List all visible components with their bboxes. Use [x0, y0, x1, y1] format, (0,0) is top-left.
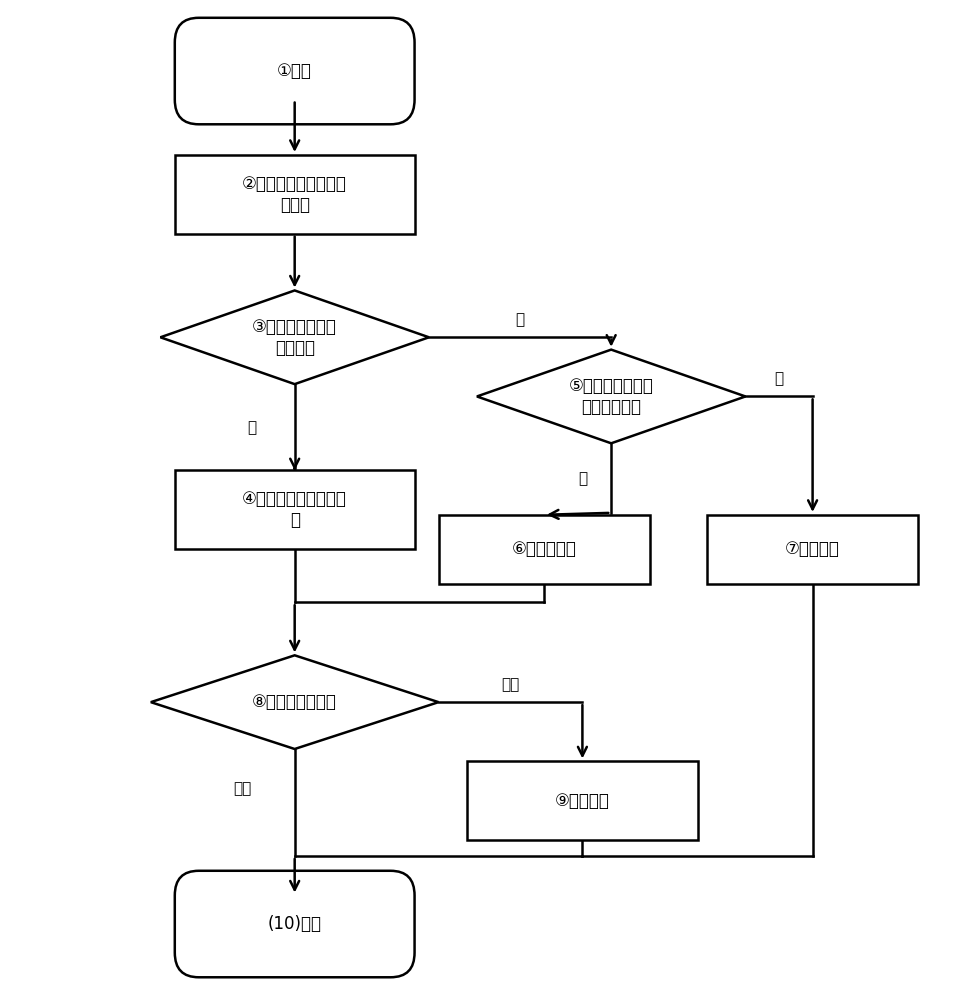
Text: ⑥存入缓冲区: ⑥存入缓冲区 — [512, 540, 576, 558]
Text: (10)结束: (10)结束 — [268, 915, 322, 933]
Text: 否: 否 — [516, 312, 524, 327]
FancyBboxPatch shape — [175, 470, 414, 549]
Text: ③缓冲中是否存在
映射关系: ③缓冲中是否存在 映射关系 — [252, 318, 337, 357]
Text: 成功: 成功 — [233, 781, 251, 796]
Text: ④从缓冲中得到映射关
系: ④从缓冲中得到映射关 系 — [242, 490, 347, 529]
Polygon shape — [161, 290, 429, 384]
FancyBboxPatch shape — [707, 515, 919, 584]
Text: ①开始: ①开始 — [277, 62, 312, 80]
FancyBboxPatch shape — [175, 18, 414, 124]
Text: ②获得业务逻辑类的完
整名称: ②获得业务逻辑类的完 整名称 — [242, 175, 347, 214]
Text: 是: 是 — [247, 420, 256, 435]
Text: ⑦异常处理: ⑦异常处理 — [785, 540, 840, 558]
Text: 否: 否 — [775, 371, 783, 386]
Text: ⑤通过标签映射，
得到映射关系: ⑤通过标签映射， 得到映射关系 — [569, 377, 654, 416]
FancyBboxPatch shape — [439, 515, 650, 584]
Text: 是: 是 — [578, 472, 587, 487]
Text: ⑨异常处理: ⑨异常处理 — [555, 792, 610, 810]
FancyBboxPatch shape — [175, 155, 414, 234]
Text: ⑧调用持久化方法: ⑧调用持久化方法 — [252, 693, 337, 711]
Text: 失败: 失败 — [501, 677, 520, 692]
FancyBboxPatch shape — [175, 871, 414, 977]
Polygon shape — [477, 350, 745, 443]
Polygon shape — [151, 655, 439, 749]
FancyBboxPatch shape — [467, 761, 698, 840]
